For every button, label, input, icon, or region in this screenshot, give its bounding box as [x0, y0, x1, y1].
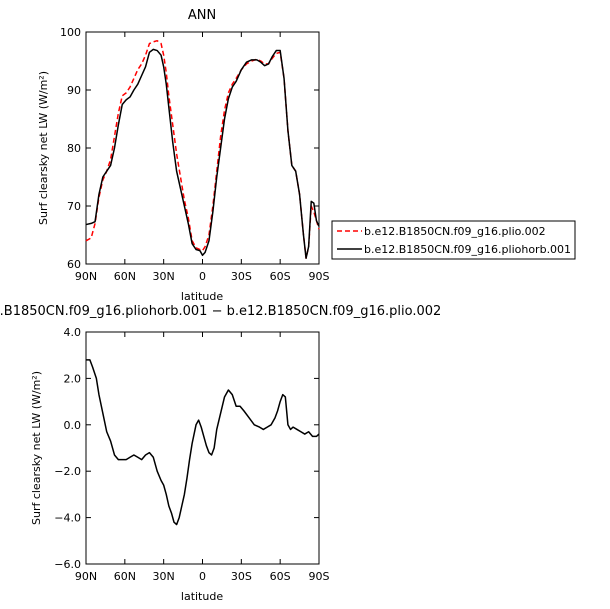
bottom-chart-y-tick-label: 2.0 — [64, 372, 82, 385]
bottom-chart-plot-area — [85, 331, 320, 565]
legend-label-pliohorb: b.e12.B1850CN.f09_g16.pliohorb.001 — [364, 243, 571, 256]
bottom-chart-y-tick-label: −2.0 — [54, 465, 81, 478]
bottom-chart-y-tick-label: 0.0 — [64, 419, 82, 432]
bottom-chart-x-tick-label: 30S — [231, 570, 252, 583]
top-chart-x-tick-label: 0 — [199, 270, 206, 283]
top-chart-y-tick-label: 70 — [67, 200, 81, 213]
bottom-chart-x-ticks: 90N 60N 30N 0 30S 60S 90S — [75, 332, 330, 583]
legend-box — [331, 220, 576, 260]
top-chart-y-tick-label: 90 — [67, 84, 81, 97]
bottom-chart: b.e12.B1850CN.f09_g16.pliohorb.001 − b.e… — [0, 304, 441, 603]
legend-label-plio: b.e12.B1850CN.f09_g16.plio.002 — [364, 225, 546, 238]
bottom-chart-series-line-0 — [86, 359, 320, 526]
bottom-chart-x-tick-label: 60N — [114, 570, 136, 583]
top-chart-y-ticks: 60 70 80 90 100 — [60, 26, 319, 271]
top-chart-x-ticks: 90N 60N 30N 0 30S 60S 90S — [75, 32, 330, 283]
top-chart-y-axis-label: Surf clearsky net LW (W/m²) — [37, 71, 50, 225]
top-chart-title: ANN — [188, 8, 216, 23]
legend: b.e12.B1850CN.f09_g16.plio.002 b.e12.B18… — [331, 220, 576, 260]
bottom-chart-y-tick-label: 4.0 — [64, 326, 82, 339]
bottom-chart-x-tick-label: 30N — [153, 570, 175, 583]
top-chart-x-tick-label: 60S — [270, 270, 291, 283]
bottom-chart-y-axis-label: Surf clearsky net LW (W/m²) — [30, 371, 43, 525]
bottom-chart-series — [86, 359, 320, 526]
bottom-chart-x-tick-label: 0 — [199, 570, 206, 583]
bottom-chart-y-tick-label: −6.0 — [54, 558, 81, 571]
top-chart-x-axis-label: latitude — [181, 290, 223, 303]
bottom-chart-y-ticks: −6.0 −4.0 −2.0 0.0 2.0 4.0 — [54, 326, 319, 571]
top-chart-x-tick-label: 60N — [114, 270, 136, 283]
top-chart-series — [85, 39, 320, 259]
bottom-chart-title: b.e12.B1850CN.f09_g16.pliohorb.001 − b.e… — [0, 304, 441, 319]
top-chart-x-tick-label: 30N — [153, 270, 175, 283]
bottom-chart-y-tick-label: −4.0 — [54, 512, 81, 525]
top-chart-plot-area — [85, 31, 320, 265]
top-chart-y-tick-label: 100 — [60, 26, 81, 39]
top-chart-y-tick-label: 60 — [67, 258, 81, 271]
top-chart-x-tick-label: 90S — [309, 270, 330, 283]
bottom-chart-x-tick-label: 60S — [270, 570, 291, 583]
bottom-chart-x-tick-label: 90N — [75, 570, 97, 583]
top-chart-series-line-1 — [85, 48, 320, 259]
top-chart: ANN 60 70 80 90 100 90N 60N 30N 0 30S 60S 90S lati… — [37, 8, 576, 303]
top-chart-x-tick-label: 30S — [231, 270, 252, 283]
bottom-chart-x-axis-label: latitude — [181, 590, 223, 603]
top-chart-x-tick-label: 90N — [75, 270, 97, 283]
top-chart-y-tick-label: 80 — [67, 142, 81, 155]
bottom-chart-x-tick-label: 90S — [309, 570, 330, 583]
